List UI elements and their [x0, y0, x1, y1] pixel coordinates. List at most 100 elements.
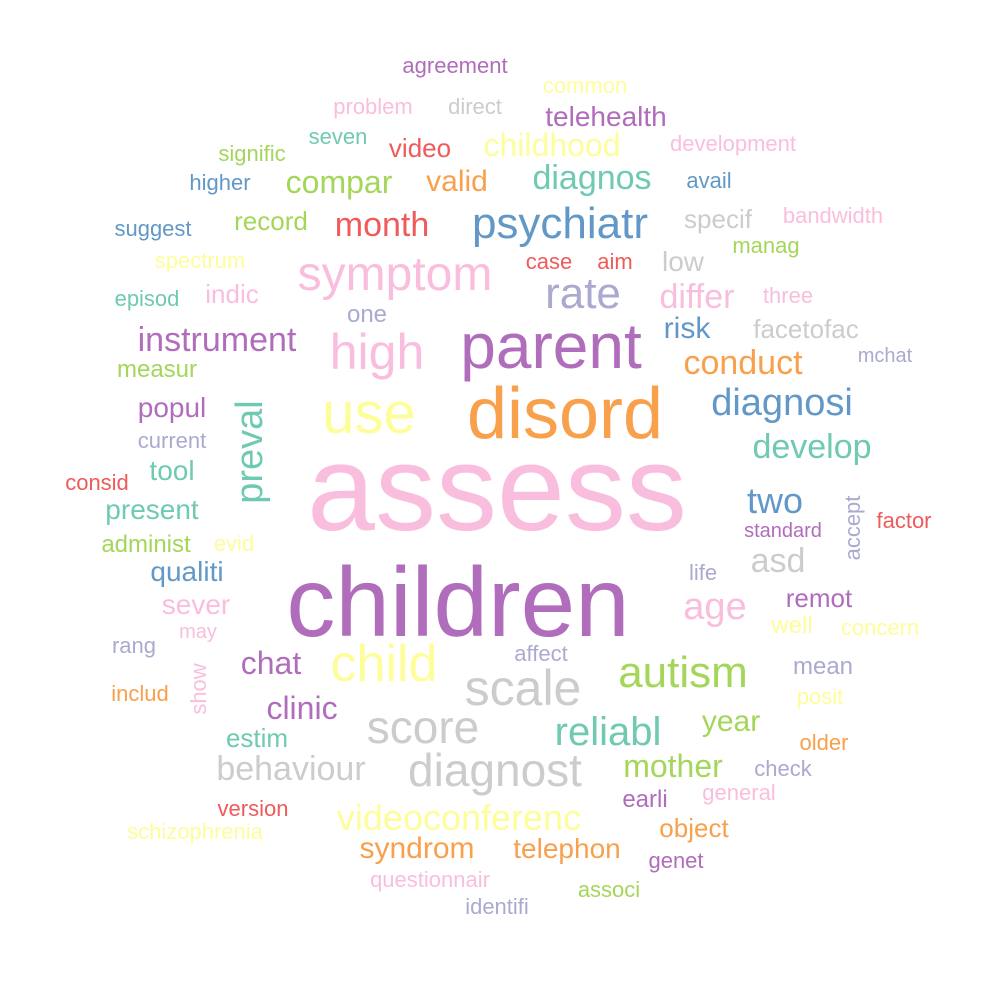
word-psychiatr: psychiatr: [471, 199, 649, 248]
word-scale: scale: [464, 660, 582, 716]
word-common: common: [542, 73, 628, 98]
word-signific: signific: [218, 141, 286, 166]
word-popul: popul: [137, 392, 207, 423]
word-older: older: [799, 730, 849, 755]
word-childhood: childhood: [483, 127, 621, 163]
word-conduct: conduct: [683, 344, 803, 382]
word-compar: compar: [285, 164, 393, 200]
word-diagnost: diagnost: [408, 744, 582, 796]
word-associ: associ: [577, 877, 641, 902]
word-year: year: [701, 705, 761, 738]
word-children: children: [286, 547, 630, 657]
word-specif: specif: [684, 204, 752, 234]
word-includ: includ: [111, 681, 169, 706]
word-questionnair: questionnair: [370, 867, 490, 892]
word-preval: preval: [229, 400, 271, 504]
word-child: child: [330, 635, 438, 693]
word-suggest: suggest: [114, 216, 192, 241]
word-concern: concern: [840, 615, 920, 640]
word-check: check: [754, 756, 812, 781]
word-facetofac: facetofac: [753, 314, 859, 344]
word-asd: asd: [750, 542, 806, 580]
word-standard: standard: [744, 520, 822, 542]
word-behaviour: behaviour: [216, 750, 366, 788]
word-accept: accept: [840, 495, 865, 561]
word-measur: measur: [116, 356, 198, 383]
word-bandwidth: bandwidth: [782, 203, 884, 228]
word-present: present: [105, 494, 199, 525]
word-diagnosi: diagnosi: [711, 382, 853, 424]
word-posit: posit: [796, 684, 844, 709]
word-disord: disord: [466, 374, 664, 454]
word-clinic: clinic: [266, 690, 338, 726]
word-autism: autism: [618, 648, 748, 697]
word-qualiti: qualiti: [150, 556, 224, 587]
word-low: low: [661, 246, 705, 277]
word-life: life: [688, 560, 718, 585]
word-affect: affect: [514, 641, 568, 666]
word-seven: seven: [308, 124, 368, 149]
word-direct: direct: [448, 94, 502, 119]
word-sever: sever: [161, 589, 231, 620]
word-object: object: [659, 813, 729, 843]
word-one: one: [346, 301, 388, 328]
word-evid: evid: [213, 531, 255, 556]
word-tool: tool: [149, 455, 195, 486]
word-high: high: [329, 324, 425, 380]
word-version: version: [217, 796, 289, 821]
word-mean: mean: [792, 653, 854, 680]
word-general: general: [702, 780, 776, 805]
word-telephon: telephon: [513, 833, 621, 864]
word-mchat: mchat: [857, 345, 913, 367]
word-indic: indic: [205, 279, 259, 309]
word-manag: manag: [732, 233, 800, 258]
word-genet: genet: [648, 848, 704, 873]
word-develop: develop: [752, 428, 872, 466]
word-rate: rate: [545, 269, 621, 318]
word-chat: chat: [240, 645, 302, 681]
word-factor: factor: [876, 508, 932, 533]
word-higher: higher: [189, 170, 251, 195]
word-current: current: [137, 428, 207, 453]
word-three: three: [762, 283, 814, 308]
word-risk: risk: [663, 312, 711, 345]
word-valid: valid: [426, 165, 488, 198]
word-telehealth: telehealth: [545, 101, 667, 132]
word-syndrom: syndrom: [359, 832, 475, 865]
word-may: may: [179, 621, 217, 643]
word-consid: consid: [65, 470, 129, 495]
word-schizophrenia: schizophrenia: [127, 819, 263, 844]
word-development: development: [670, 131, 796, 156]
word-parent: parent: [460, 310, 642, 382]
word-episod: episod: [114, 286, 180, 311]
word-instrument: instrument: [137, 321, 297, 359]
word-score: score: [366, 701, 480, 753]
word-use: use: [322, 381, 416, 446]
word-administ: administ: [101, 531, 191, 558]
word-aim: aim: [597, 249, 633, 274]
word-mother: mother: [623, 748, 723, 784]
word-identifi: identifi: [465, 894, 529, 919]
word-remot: remot: [785, 583, 853, 613]
word-case: case: [525, 249, 573, 274]
word-record: record: [234, 206, 308, 236]
word-age: age: [683, 586, 747, 628]
word-video: video: [388, 133, 452, 163]
word-spectrum: spectrum: [154, 248, 246, 273]
word-estim: estim: [225, 723, 289, 753]
word-two: two: [746, 480, 804, 521]
word-month: month: [334, 206, 430, 244]
word-well: well: [771, 612, 813, 639]
word-differ: differ: [659, 278, 735, 316]
word-earli: earli: [622, 786, 668, 813]
word-rang: rang: [111, 633, 157, 658]
word-agreement: agreement: [402, 53, 508, 78]
word-show: show: [186, 663, 211, 715]
word-avail: avail: [686, 168, 732, 193]
word-problem: problem: [333, 94, 413, 119]
word-videoconferenc: videoconferenc: [336, 797, 582, 838]
word-reliabl: reliabl: [554, 710, 662, 754]
word-diagnos: diagnos: [532, 159, 652, 197]
word-assess: assess: [307, 420, 687, 556]
